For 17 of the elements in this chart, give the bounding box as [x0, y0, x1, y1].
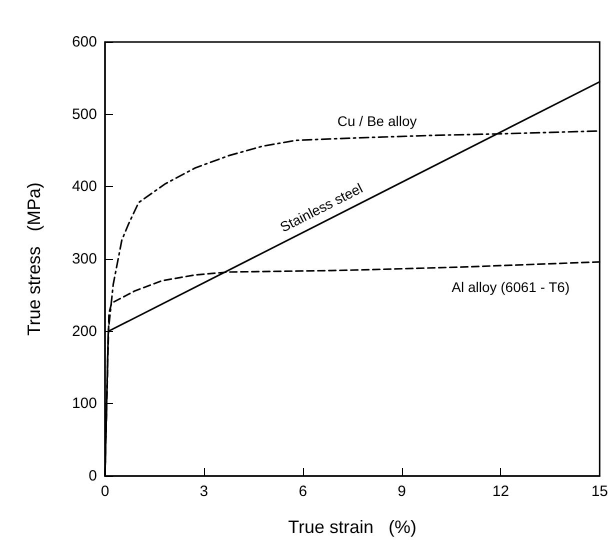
y-tick-label: 0 [88, 468, 97, 484]
x-tick-label: 6 [298, 483, 308, 500]
x-tick-label: 12 [492, 483, 510, 500]
x-tick-label: 9 [398, 483, 406, 500]
y-axis-title: True stress (MPa) [24, 182, 44, 336]
y-tick-label: 300 [72, 250, 97, 268]
x-tick-label: 3 [200, 483, 208, 500]
y-tick-label: 400 [72, 178, 97, 196]
y-tick-label: 600 [72, 34, 97, 50]
x-tick-label: 15 [591, 483, 608, 500]
series-label: Al alloy (6061 - T6) [452, 279, 570, 296]
series-label: Cu / Be alloy [337, 113, 417, 130]
y-tick-label: 200 [72, 322, 97, 340]
x-tick-label: 0 [100, 483, 110, 500]
y-tick-label: 500 [72, 106, 97, 123]
y-tick-label: 100 [72, 395, 97, 412]
x-axis-title: True strain (%) [288, 517, 417, 537]
